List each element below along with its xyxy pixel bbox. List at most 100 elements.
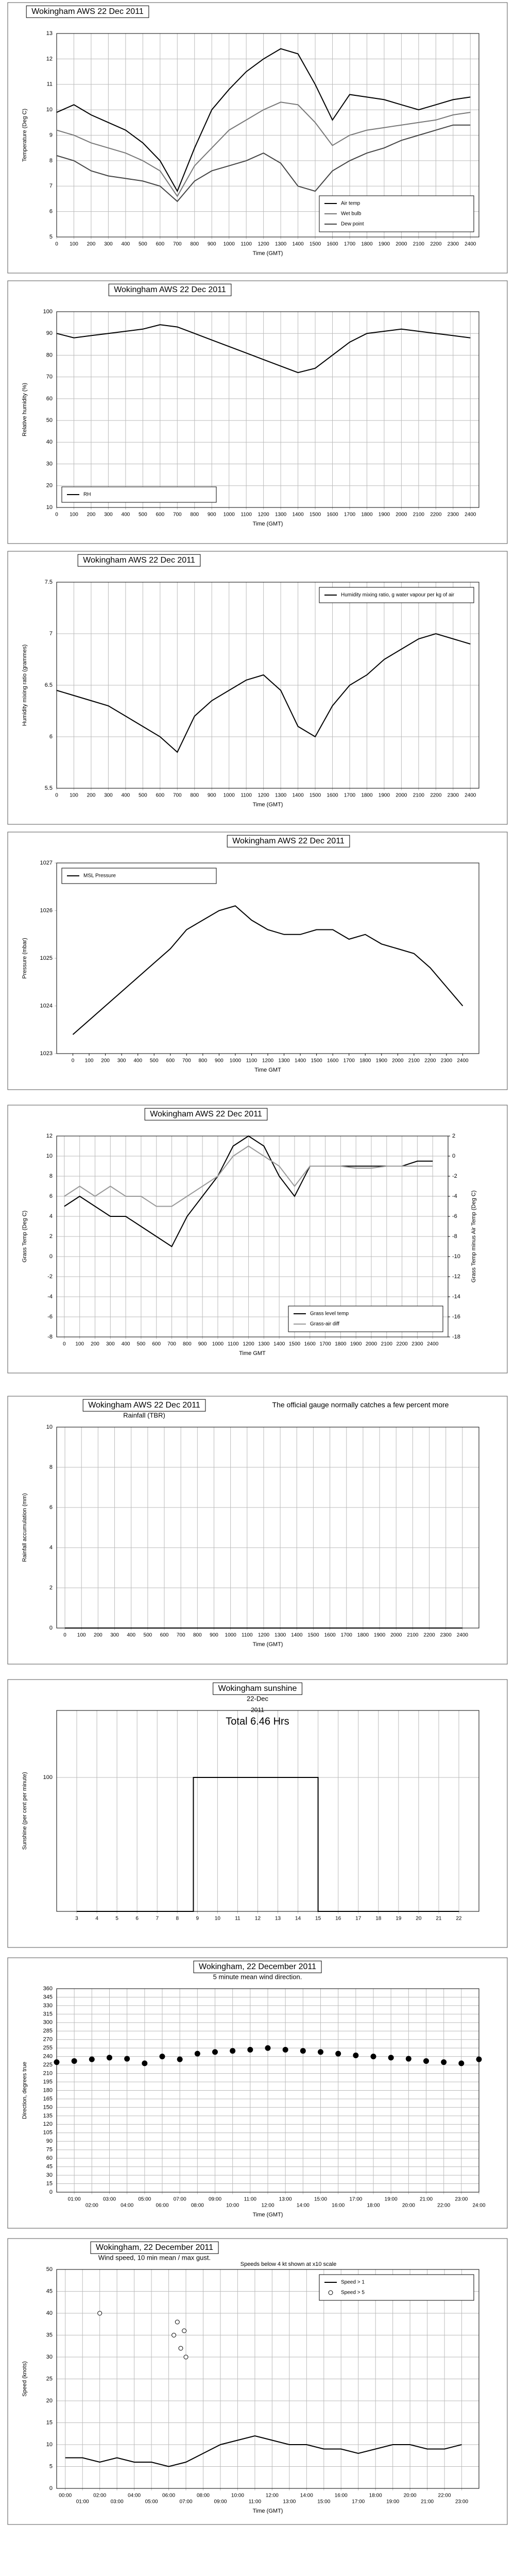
y2-tick-label: 0: [452, 1153, 455, 1159]
x-tick-label: 1100: [228, 1342, 239, 1347]
data-line: [77, 1777, 459, 1912]
chart-panel: 0 5 10 15 20 25 30 35 40 45 50 00:00 01:00 02:00 03:00…: [7, 2238, 508, 2525]
x-tick-label: 2400: [465, 512, 476, 518]
chart-panel: 0 15 30 45 60 75 90 105 120 135 150 165 180 195 210 225…: [7, 1957, 508, 2229]
x-tick-label: 400: [122, 512, 130, 518]
y-tick-label: 180: [43, 2087, 53, 2093]
x-tick-label: 2200: [430, 242, 442, 247]
x-tick-label: 23:00: [455, 2197, 468, 2202]
y2-tick-label: 2: [452, 1133, 455, 1139]
x-tick-label: 2200: [396, 1342, 408, 1347]
x-tick-label: 1700: [344, 1058, 355, 1064]
y-tick-label: 25: [46, 2376, 53, 2382]
y-tick-label: 13: [46, 30, 53, 37]
panel-border: [7, 1396, 508, 1665]
y-tick-label: 7: [49, 183, 53, 189]
y-tick-label: 120: [43, 2121, 53, 2127]
x-tick-label: 500: [139, 512, 147, 518]
chart-subtitle: Wind speed, 10 min mean / max gust.: [98, 2253, 211, 2261]
x-tick-label: 1100: [242, 1633, 253, 1638]
x-tick-label: 900: [208, 242, 216, 247]
y-tick-label: 12: [46, 56, 53, 62]
x-tick-label: 1900: [350, 1342, 362, 1347]
data-line: [56, 124, 471, 202]
x-tick-label: 13: [275, 1916, 281, 1922]
x-tick-label: 23:00: [455, 2499, 468, 2505]
x-tick-label: 21:00: [420, 2197, 433, 2202]
x-tick-label: 1100: [241, 242, 252, 247]
x-tick-label: 300: [104, 512, 113, 518]
y-tick-label: 9: [49, 132, 53, 138]
x-tick-label: 0: [55, 512, 58, 518]
x-tick-label: 500: [150, 1058, 159, 1064]
x-tick-label: 1400: [292, 242, 304, 247]
data-point: [171, 2333, 177, 2337]
x-tick-label: 1200: [258, 1633, 270, 1638]
y-tick-label: 60: [46, 2155, 53, 2161]
x-tick-label: 08:00: [191, 2203, 204, 2209]
y-tick-label: 20: [46, 483, 53, 489]
data-line: [64, 1135, 433, 1247]
y2-axis-label: Grass Temp minus Air Temp (Deg C): [471, 1191, 477, 1283]
data-line: [56, 324, 471, 374]
data-point: [212, 2049, 218, 2055]
legend-label: Air temp: [341, 201, 360, 207]
y-tick-label: 0: [49, 2485, 53, 2492]
x-tick-label: 1000: [225, 1633, 237, 1638]
x-tick-label: 17:00: [349, 2197, 362, 2202]
x-tick-label: 600: [160, 1633, 169, 1638]
x-axis-label: Time (GMT): [253, 2212, 283, 2218]
y-tick-label: 1023: [40, 1050, 53, 1057]
legend-label: Speed > 1: [341, 2280, 365, 2285]
x-tick-label: 19: [396, 1916, 402, 1922]
y-tick-label: 15: [46, 2180, 53, 2187]
chart-title: Wokingham, 22 December 2011: [199, 1962, 316, 1971]
x-tick-label: 11:00: [249, 2499, 262, 2505]
x-tick-label: 2000: [390, 1633, 402, 1638]
chart-subtitle: 22-Dec: [247, 1694, 268, 1702]
y-tick-label: 225: [43, 2062, 53, 2068]
x-axis-label: Time (GMT): [253, 250, 283, 257]
legend-box: [61, 868, 217, 884]
x-tick-label: 05:00: [138, 2197, 151, 2202]
x-tick-label: 1000: [224, 242, 235, 247]
y-tick-label: 30: [46, 2172, 53, 2178]
x-tick-label: 09:00: [214, 2499, 227, 2505]
x-tick-label: 400: [127, 1633, 135, 1638]
x-tick-label: 1300: [275, 242, 287, 247]
y-tick-label: 6: [49, 734, 53, 740]
legend-label: Dew point: [341, 222, 364, 227]
x-tick-label: 0: [72, 1058, 75, 1064]
x-tick-label: 2200: [424, 1058, 436, 1064]
y-tick-label: 210: [43, 2070, 53, 2076]
x-tick-label: 17:00: [352, 2499, 365, 2505]
chart-panel: -8 -6 -4 -2 0 2 4 6 8 10 12 -18 -16 -14 -12 -10 -8 -6 -4 -2…: [7, 1105, 508, 1374]
x-tick-label: 1700: [319, 1342, 331, 1347]
y-tick-label: 105: [43, 2130, 53, 2136]
x-tick-label: 1000: [224, 793, 235, 799]
x-tick-label: 2000: [396, 242, 407, 247]
annotation: The official gauge normally catches a fe…: [272, 1401, 449, 1409]
x-tick-label: 2000: [392, 1058, 404, 1064]
data-point: [388, 2055, 394, 2061]
panel-border: [7, 1957, 508, 2229]
x-tick-label: 1000: [224, 512, 235, 518]
y-tick-label: 6.5: [45, 682, 53, 688]
y-tick-label: 80: [46, 352, 53, 358]
x-tick-label: 200: [101, 1058, 110, 1064]
data-point: [247, 2047, 253, 2053]
y-tick-label: 150: [43, 2104, 53, 2110]
x-tick-label: 1900: [376, 1058, 388, 1064]
x-tick-label: 2200: [423, 1633, 435, 1638]
chart-subtitle: Rainfall (TBR): [123, 1411, 165, 1419]
x-tick-label: 800: [190, 242, 199, 247]
legend-label: Wet bulb: [341, 211, 362, 217]
data-point: [353, 2052, 359, 2058]
x-tick-label: 400: [133, 1058, 142, 1064]
chart-panel: 100 3 4 5 6 7 8 9 10 11 12 13 14 15 16 17 18 19 20 21 22 Suns…: [7, 1679, 508, 1948]
chart-panel: 1023 1024 1025 1026 1027 0 100 200 300 400 500 600 7…: [7, 832, 508, 1090]
x-tick-label: 1700: [344, 242, 356, 247]
y-tick-label: 1024: [40, 1003, 53, 1009]
x-tick-label: 300: [104, 793, 113, 799]
